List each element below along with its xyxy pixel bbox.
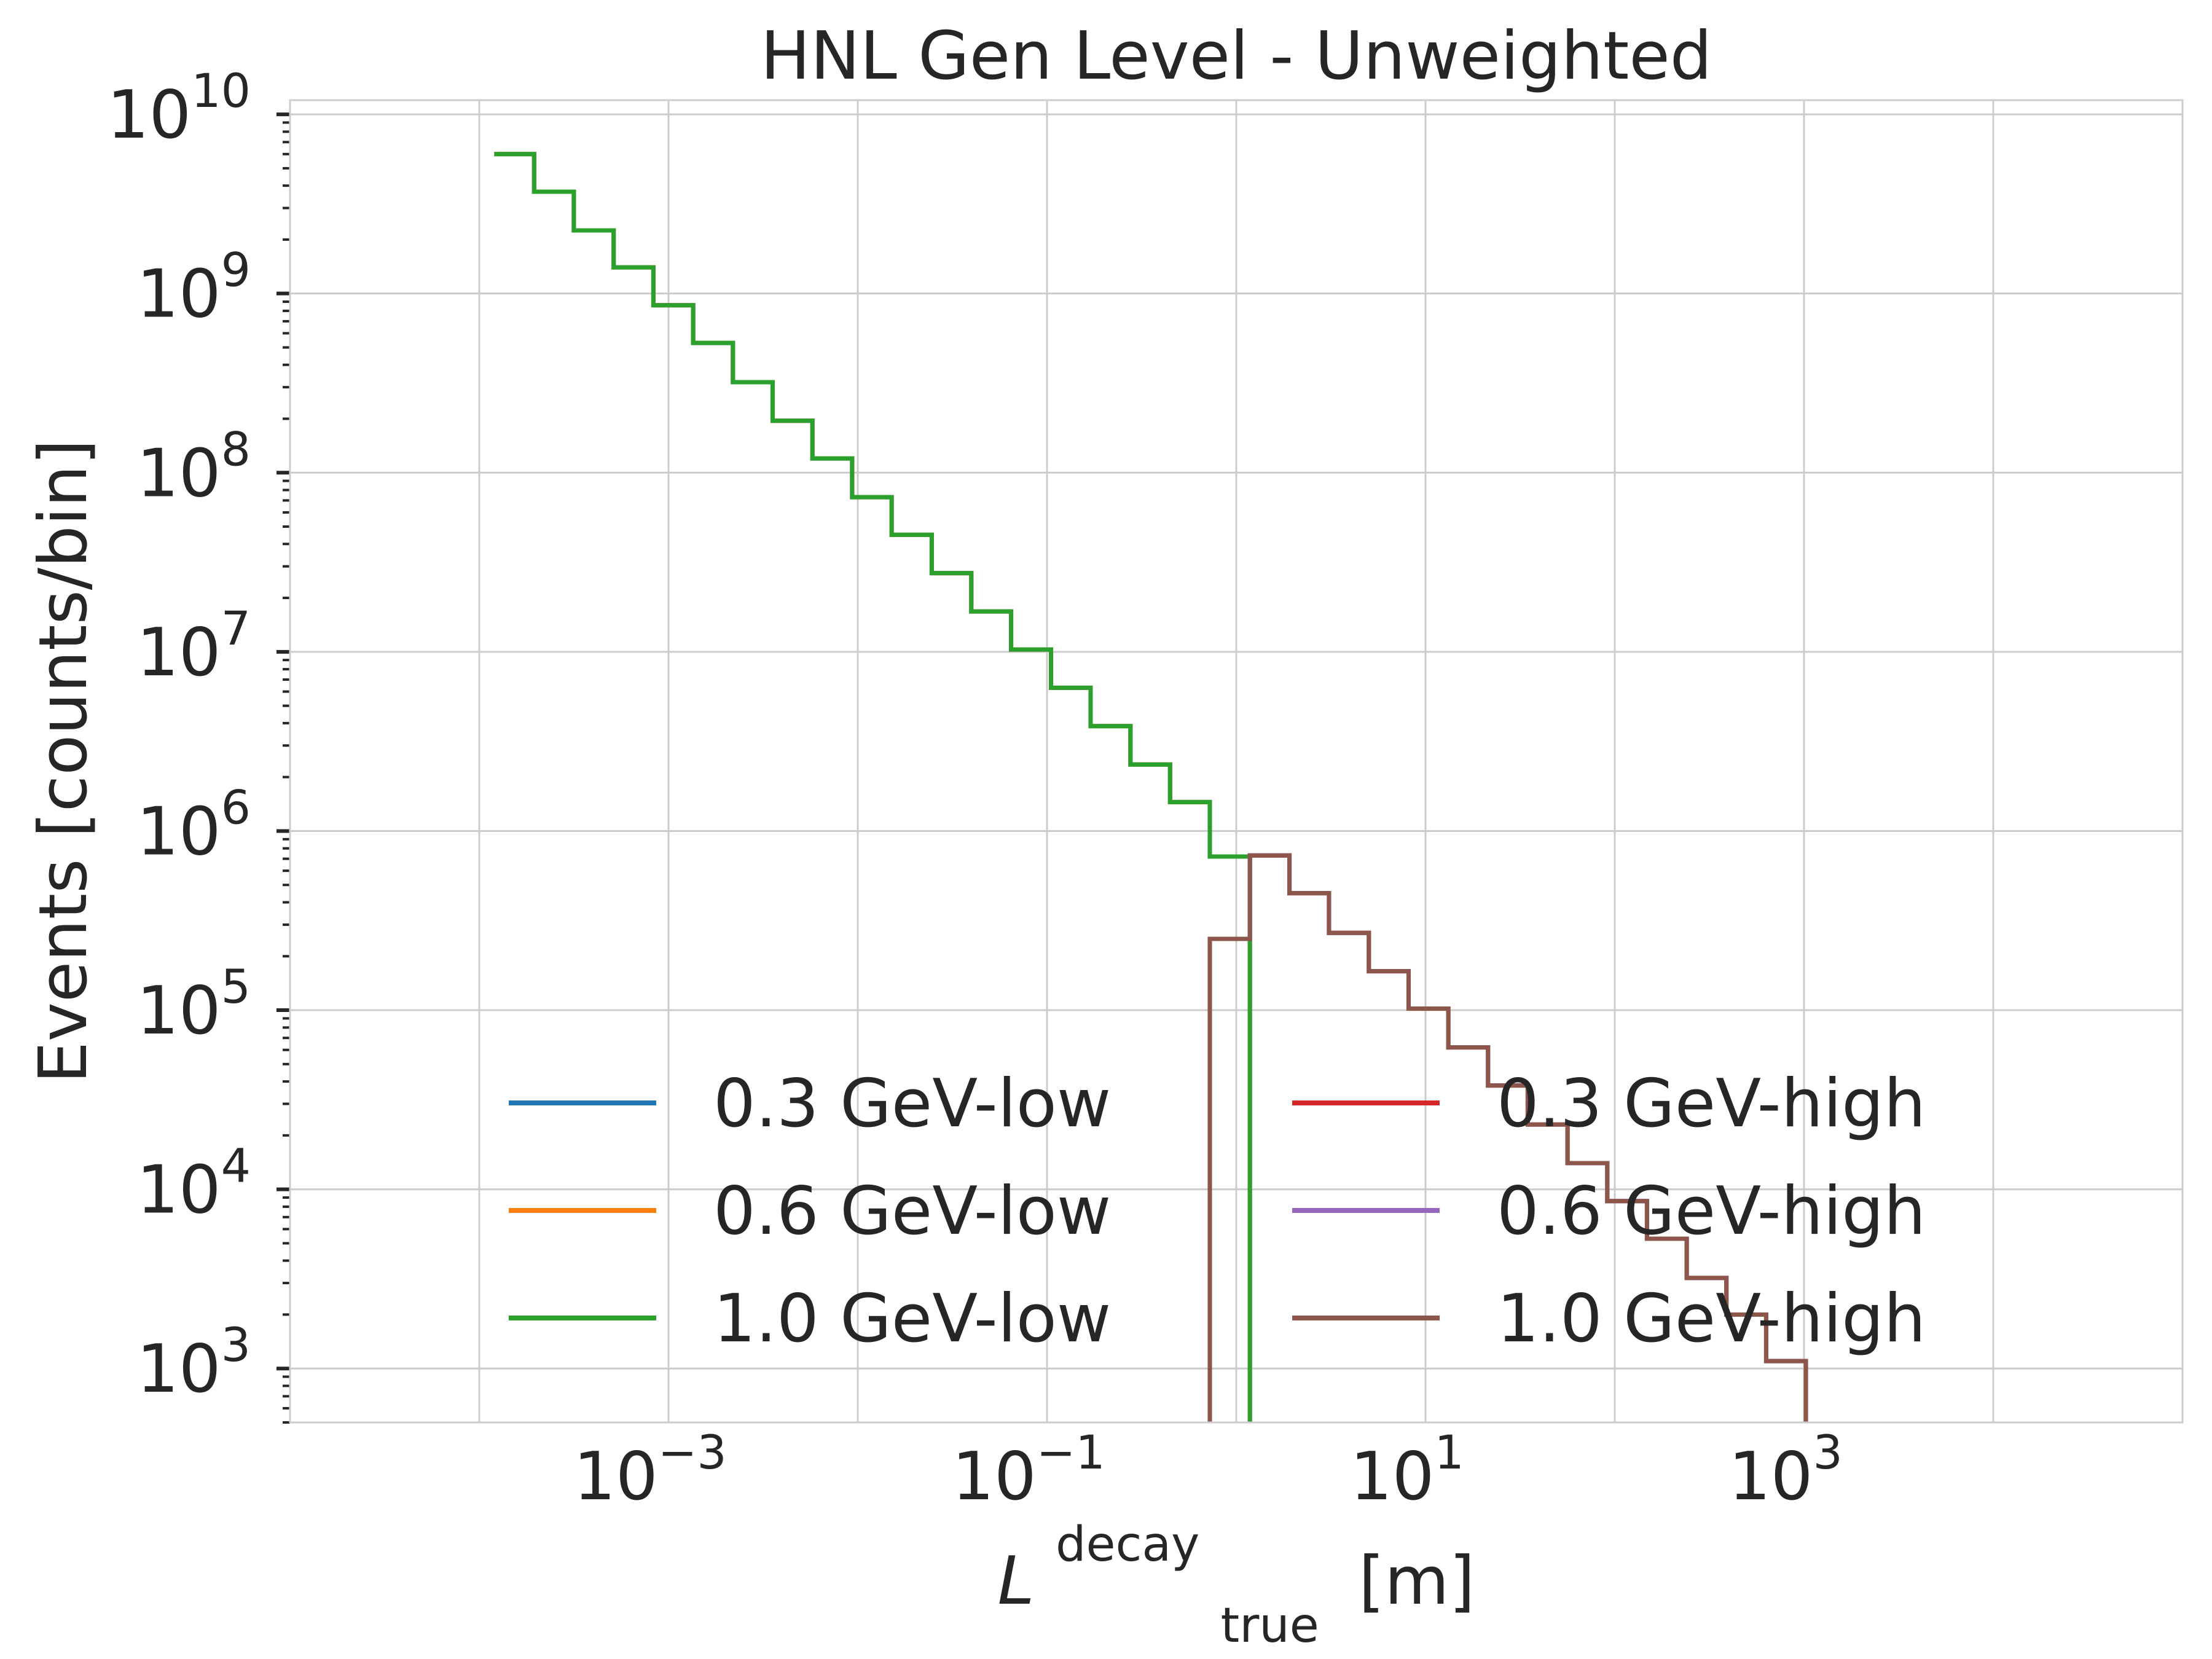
grid [290, 100, 2183, 1422]
x-tick-labels: 10−3 10−1 101 103 [573, 1425, 1843, 1515]
plot-frame [289, 99, 2184, 1424]
y-tick-label: 108 [136, 422, 251, 512]
y-tick-label: 107 [136, 601, 251, 691]
series-line-5 [1207, 853, 1808, 1422]
y-tick-label: 104 [136, 1139, 251, 1229]
y-tick-label: 109 [136, 243, 251, 333]
y-tick-label: 1010 [107, 63, 251, 154]
x-axis-label: L decay true [m] [997, 1500, 1475, 1658]
legend-label: 0.3 GeV-high [1497, 1065, 1926, 1142]
chart-title: HNL Gen Level - Unweighted [761, 18, 1712, 95]
y-axis-label: Events [counts/bin] [25, 439, 102, 1084]
x-tick-label: 10−3 [573, 1425, 726, 1515]
x-axis-subscript: true [1221, 1598, 1319, 1653]
x-tick-label: 10−1 [952, 1425, 1105, 1515]
y-tick-label: 103 [136, 1317, 251, 1408]
x-axis-symbol: L [997, 1543, 1034, 1620]
y-tick-labels: 103 104 105 106 107 108 109 1010 [107, 63, 251, 1408]
y-minor-ticks [276, 112, 290, 1424]
y-tick-label: 106 [136, 780, 251, 870]
x-axis-unit: [m] [1359, 1543, 1475, 1620]
legend-label: 0.6 GeV-low [713, 1173, 1111, 1250]
series-layer [494, 152, 1808, 1422]
legend: 0.3 GeV-low 0.6 GeV-low 1.0 GeV-low 0.3 GeV… [509, 1065, 1926, 1357]
legend-label: 1.0 GeV-low [713, 1281, 1111, 1357]
series-line-2 [494, 152, 1252, 1422]
x-tick-label: 101 [1350, 1425, 1464, 1515]
x-tick-label: 103 [1728, 1425, 1843, 1515]
legend-label: 1.0 GeV-high [1497, 1281, 1926, 1357]
legend-label: 0.6 GeV-high [1497, 1173, 1926, 1250]
legend-label: 0.3 GeV-low [713, 1065, 1111, 1142]
y-tick-label: 105 [136, 959, 251, 1049]
x-axis-superscript: decay [1056, 1517, 1199, 1572]
